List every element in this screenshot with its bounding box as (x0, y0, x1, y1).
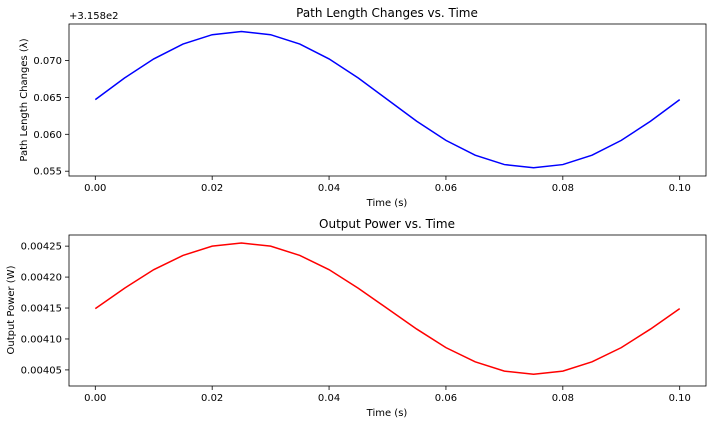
series-line (94, 30, 681, 169)
y-axis-label: Output Power (W) (6, 265, 17, 354)
x-axis-label: Time (s) (366, 408, 408, 419)
plot-frame (68, 23, 707, 177)
x-axis-label: Time (s) (366, 198, 408, 209)
y-tick-label: 0.00420 (21, 273, 62, 284)
y-offset-label: +3.158e2 (69, 11, 119, 22)
chart-title: Path Length Changes vs. Time (296, 6, 478, 20)
x-tick-label: 0.10 (669, 393, 691, 404)
y-tick-label: 0.065 (33, 93, 62, 104)
x-tick-label: 0.02 (201, 183, 223, 194)
y-tick-label: 0.070 (33, 56, 62, 67)
y-tick-label: 0.00405 (21, 365, 62, 376)
y-tick-label: 0.00425 (21, 242, 62, 253)
x-tick-label: 0.02 (201, 393, 223, 404)
y-tick-label: 0.00410 (21, 334, 62, 345)
x-tick-label: 0.06 (435, 183, 457, 194)
x-tick-label: 0.06 (435, 393, 457, 404)
chart-path-length: Path Length Changes vs. Time +3.158e2 Ti… (19, 6, 707, 209)
y-axis-label: Path Length Changes (λ) (19, 38, 30, 161)
x-tick-label: 0.08 (552, 183, 574, 194)
chart-output-power: Output Power vs. Time Time (s) Output Po… (6, 217, 707, 419)
y-tick-label: 0.055 (33, 167, 62, 178)
x-tick-label: 0.04 (318, 183, 340, 194)
chart-title: Output Power vs. Time (319, 217, 455, 231)
y-tick-label: 0.00415 (21, 304, 62, 315)
x-tick-label: 0.00 (84, 183, 106, 194)
x-tick-label: 0.04 (318, 393, 340, 404)
x-tick-label: 0.10 (669, 183, 691, 194)
x-tick-label: 0.08 (552, 393, 574, 404)
series-line (94, 242, 681, 375)
x-tick-label: 0.00 (84, 393, 106, 404)
y-tick-label: 0.060 (33, 130, 62, 141)
plot-frame (68, 234, 707, 387)
